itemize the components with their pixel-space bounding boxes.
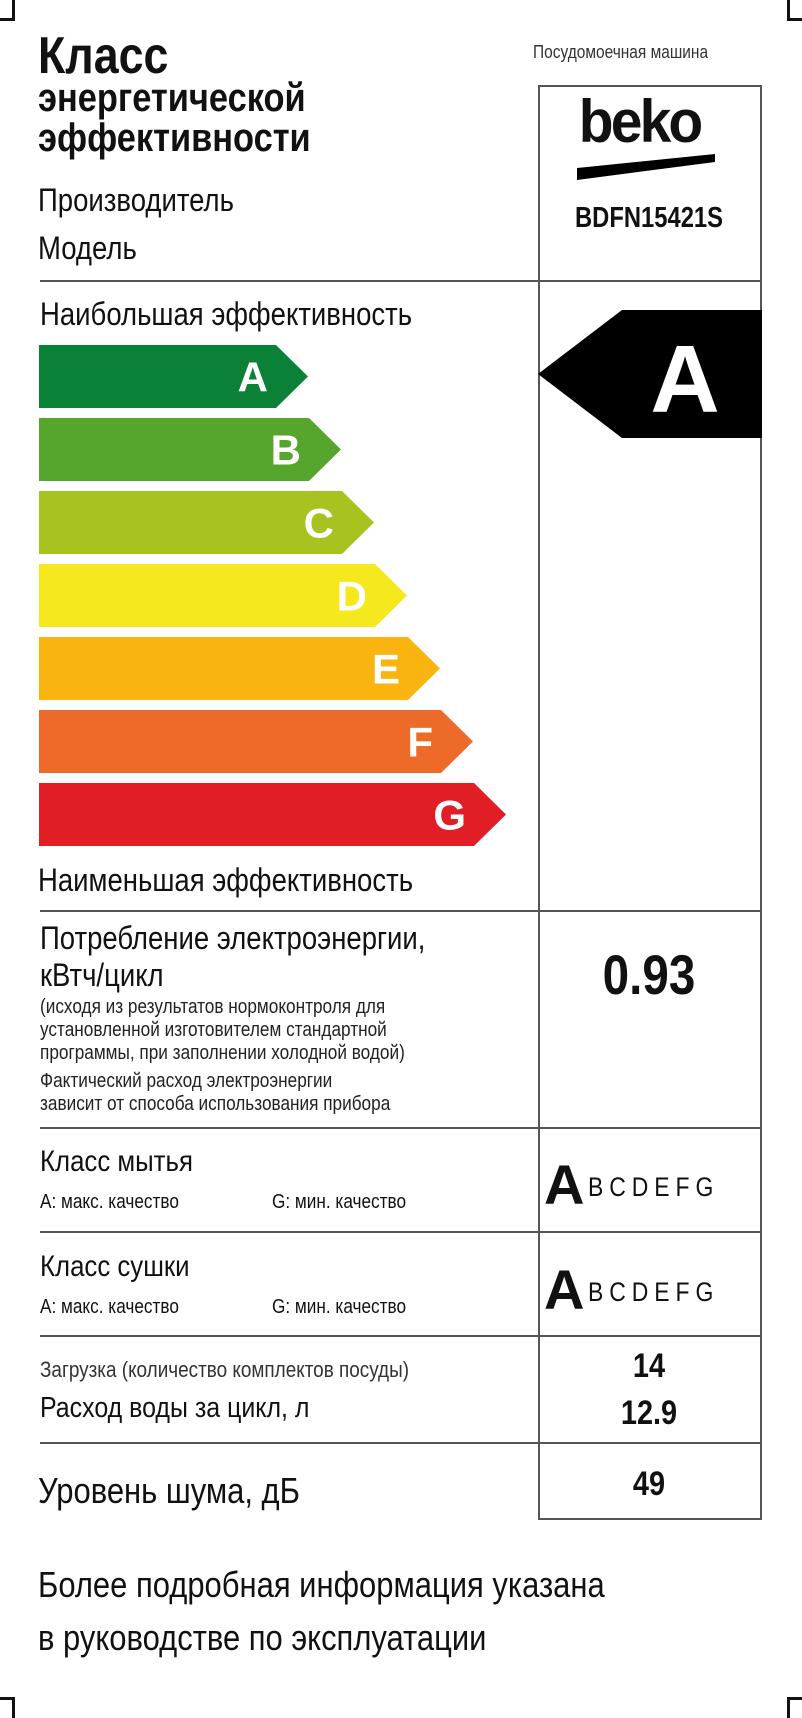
box-top-border: [538, 85, 762, 87]
crop-mark-bottom-right: [787, 1697, 802, 1718]
footer-note: Более подробная информация указана в рук…: [38, 1558, 605, 1664]
divider-header: [40, 280, 762, 282]
efficiency-bar-letter: A: [238, 354, 268, 401]
washing-other-classes: BCDEFG: [588, 1172, 720, 1202]
rating-arrow: [538, 310, 762, 438]
divider-drying: [40, 1231, 762, 1233]
efficiency-bar-c: [39, 491, 374, 554]
crop-mark-top-left: [0, 0, 15, 21]
capacity-label: Загрузка (количество комплектов посуды): [40, 1357, 410, 1382]
washing-class-scale: A BCDEFG: [544, 1157, 758, 1213]
efficiency-bar-b: [39, 418, 341, 481]
note-line: (исходя из результатов нормоконтроля для: [40, 996, 386, 1018]
noise-label: Уровень шума, дБ: [38, 1470, 300, 1511]
divider-noise: [40, 1442, 762, 1444]
note-line: Фактический расход электроэнергии: [40, 1070, 333, 1092]
efficiency-bar-letter: E: [372, 646, 400, 693]
drying-other-classes: BCDEFG: [588, 1277, 720, 1307]
efficiency-bar-letter: C: [304, 500, 334, 547]
least-efficient-label: Наименьшая эффективность: [38, 862, 414, 898]
box-bottom-border: [538, 1518, 762, 1520]
washing-label: Класс мытья: [40, 1145, 193, 1178]
efficiency-bar-letter: F: [407, 719, 433, 766]
note-line: установленной изготовителем стандартной: [40, 1019, 387, 1041]
energy-label-line-1: Потребление электроэнергии,: [40, 920, 426, 956]
crop-mark-top-right: [787, 0, 802, 21]
rating-letter: A: [650, 326, 719, 433]
efficiency-bar-g: [39, 783, 506, 846]
label-title: Класс энергетической эффективности: [38, 30, 311, 158]
water-value: 12.9: [620, 1394, 678, 1432]
efficiency-bar-letter: B: [271, 427, 301, 474]
most-efficient-label: Наибольшая эффективность: [40, 296, 413, 332]
energy-label-line-2: кВтч/цикл: [40, 957, 164, 993]
note-line: программы, при заполнении холодной водой…: [40, 1042, 405, 1064]
model-value: BDFN15421S: [574, 202, 724, 234]
capacity-value: 14: [632, 1347, 666, 1385]
drying-min-note: G: мин. качество: [272, 1296, 407, 1318]
efficiency-bar-e: [39, 637, 440, 700]
footer-line-1: Более подробная информация указана: [38, 1564, 605, 1605]
efficiency-bar-a: [39, 345, 308, 408]
drying-label: Класс сушки: [40, 1250, 190, 1283]
model-label: Модель: [38, 230, 137, 266]
note-line: зависит от способа использования прибора: [40, 1093, 391, 1115]
energy-note: (исходя из результатов нормоконтроля для…: [40, 996, 405, 1116]
manufacturer-label: Производитель: [38, 182, 234, 218]
drying-max-note: A: макс. качество: [40, 1296, 179, 1318]
noise-value: 49: [632, 1465, 666, 1503]
washing-rating: A: [544, 1153, 585, 1216]
drying-class-scale: A BCDEFG: [544, 1262, 758, 1318]
divider-energy: [40, 910, 762, 912]
brand-logo: beko: [575, 92, 725, 184]
efficiency-bar-d: [39, 564, 407, 627]
appliance-type: Посудомоечная машина: [533, 42, 709, 62]
energy-label: Потребление электроэнергии, кВтч/цикл: [40, 920, 425, 994]
title-line-3: эффективности: [38, 116, 311, 160]
washing-min-note: G: мин. качество: [272, 1191, 407, 1213]
washing-max-note: A: макс. качество: [40, 1191, 179, 1213]
drying-rating: A: [544, 1258, 585, 1321]
efficiency-bar-f: [39, 710, 473, 773]
divider-capacity: [40, 1335, 762, 1337]
energy-value: 0.93: [602, 943, 696, 1006]
water-label: Расход воды за цикл, л: [40, 1392, 310, 1424]
efficiency-bar-letter: D: [337, 573, 367, 620]
title-line-1: Класс: [38, 27, 169, 85]
title-line-2: энергетической: [38, 76, 306, 120]
box-left-border: [538, 85, 540, 1520]
divider-washing: [40, 1127, 762, 1129]
box-right-border: [760, 85, 762, 1520]
efficiency-bar-letter: G: [433, 792, 466, 839]
footer-line-2: в руководстве по эксплуатации: [38, 1617, 487, 1658]
crop-mark-bottom-left: [0, 1697, 15, 1718]
